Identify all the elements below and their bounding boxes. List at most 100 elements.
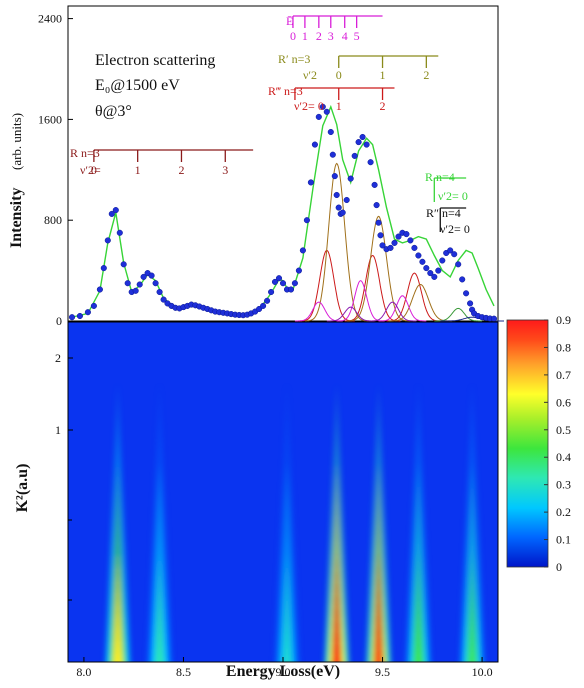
progression-tick-label: 3 (328, 29, 334, 43)
data-point (124, 280, 131, 287)
data-point (112, 207, 119, 214)
data-point (271, 278, 279, 285)
data-point (68, 314, 76, 321)
colorbar-gradient (506, 319, 549, 568)
data-point (403, 231, 410, 238)
progression-label: Ē (286, 14, 293, 28)
data-point (132, 287, 139, 294)
data-point (100, 265, 107, 272)
x-tick-label: 9.0 (276, 665, 291, 679)
heatmap-y-ticks: 21 (55, 351, 73, 601)
data-point (423, 265, 430, 272)
progression-tick-label: 1 (380, 68, 386, 82)
colorbar-tick-label: 0.3 (556, 478, 571, 492)
data-point (108, 210, 115, 217)
colorbar-tick-label: 0.2 (556, 505, 571, 519)
data-point (415, 252, 422, 259)
progression-sublabel: ν′2= 0 (294, 99, 324, 113)
data-point (455, 261, 462, 268)
data-point (395, 233, 402, 240)
y-tick-label: 800 (44, 213, 62, 227)
progression: 0 1 2 3 R n=3 ν′2= (70, 146, 254, 177)
colorbar-ticks: 0 0.1 0.2 0.3 0.4 0.5 0.6 0.7 0.8 0.9 (544, 313, 571, 574)
y-axis-label: Intensity (8, 188, 25, 248)
data-point (307, 179, 314, 186)
progression-tick-label: 2 (316, 29, 322, 43)
progression-label: R‴ n=3 (268, 84, 303, 98)
progression-tick-label: 2 (380, 99, 386, 113)
colorbar-tick-label: 0.5 (556, 423, 571, 437)
data-point (459, 276, 466, 283)
spectrum-y-label: Intensity (arb. units) (8, 113, 25, 248)
progression-label: R″ n=4 (426, 206, 461, 220)
fit-component (386, 272, 443, 322)
data-point (104, 237, 111, 244)
progression-sublabel: ν′2= (80, 163, 101, 177)
progression-tick-label: 2 (423, 68, 429, 82)
data-point (268, 288, 275, 296)
data-point (295, 267, 302, 274)
fit-component (326, 306, 375, 322)
heatmap-band-core (282, 552, 292, 662)
progression-tick-label: 3 (222, 163, 228, 177)
progression: 0 1 2 3 4 5 Ē (286, 14, 383, 43)
data-point (275, 275, 283, 282)
data-point (329, 151, 336, 158)
progression-label: R′ n=3 (278, 52, 310, 66)
heatmap-y-tick-label: 2 (55, 351, 61, 365)
colorbar-tick-label: 0 (556, 560, 562, 574)
annotation-angle: θ@3° (95, 103, 132, 120)
data-point (343, 196, 350, 204)
y-axis-unit: (arb. units) (9, 113, 24, 170)
data-point (299, 247, 306, 254)
progression-sublabel: ν′2= 0 (438, 189, 468, 203)
progression-tick-label: 5 (354, 29, 360, 43)
colorbar-tick-label: 0.4 (556, 450, 571, 464)
progression-tick-label: 1 (336, 99, 342, 113)
progression-label: R n=4 (425, 170, 455, 184)
heatmap-band-core (413, 552, 423, 662)
colorbar-tick-label: 0.9 (556, 313, 571, 327)
annotation-energy: E₀@1500 eV (95, 77, 180, 94)
colorbar-tick-label: 0.1 (556, 533, 571, 547)
progression-label: R n=3 (70, 146, 100, 160)
data-point (287, 286, 295, 293)
data-point (467, 300, 474, 307)
data-point (447, 247, 454, 254)
data-point (323, 108, 330, 115)
progression-sublabel: ν′2= 0 (440, 222, 470, 236)
fit-component (336, 280, 385, 322)
data-point (347, 175, 354, 182)
data-point (387, 244, 394, 251)
data-point (90, 302, 97, 309)
data-point (377, 232, 384, 239)
data-point (419, 258, 426, 265)
x-axis-label: Energy Loss(eV) (226, 663, 340, 680)
data-point (359, 133, 366, 141)
data-point (375, 219, 382, 226)
x-tick-label: 8.0 (76, 665, 91, 679)
x-tick-label: 9.5 (375, 665, 390, 679)
data-point (339, 209, 346, 216)
progression: 0 1 2 R′ n=3 ν′2 (278, 52, 439, 82)
data-point (407, 237, 414, 244)
data-point (331, 173, 338, 180)
heatmap-y-tick-label: 1 (55, 423, 61, 437)
data-point (327, 128, 334, 136)
progression-tick-label: 4 (342, 29, 348, 43)
y-tick-label: 0 (56, 314, 62, 328)
data-point (371, 181, 378, 188)
y-tick-label: 2400 (38, 12, 62, 26)
vibrational-progressions: 0 1 2 3R n=3ν′2= 0 1 2 3 4 5Ē0 1 2R′ n=3ν′21 2R‴ n=… (70, 14, 470, 236)
data-point (120, 261, 127, 268)
data-point (160, 296, 167, 303)
data-point (256, 305, 263, 313)
colorbar: 0 0.1 0.2 0.3 0.4 0.5 0.6 0.7 0.8 0.9 (506, 313, 571, 574)
fit-component (378, 295, 427, 322)
progression-tick-label: 0 (290, 29, 296, 43)
data-point (279, 280, 287, 287)
data-point (311, 141, 318, 148)
spectrum-y-ticks: 0 800 1600 2400 (38, 12, 73, 328)
